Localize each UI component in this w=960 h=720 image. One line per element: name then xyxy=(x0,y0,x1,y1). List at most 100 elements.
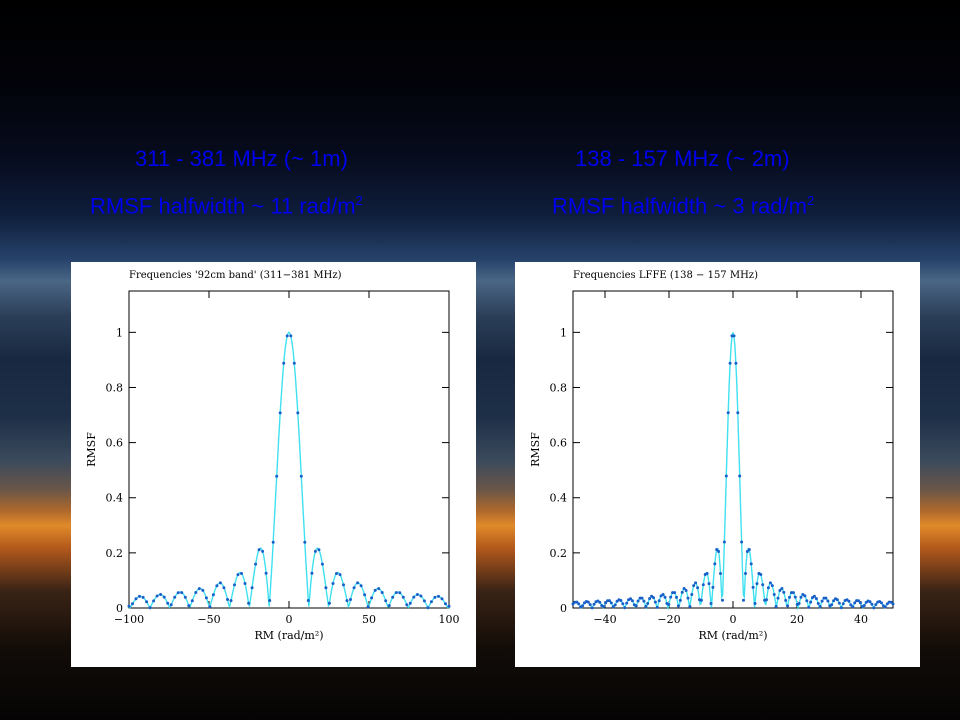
sample-marker xyxy=(788,595,791,599)
sample-marker xyxy=(571,602,575,606)
sample-marker xyxy=(755,582,759,586)
sample-marker xyxy=(625,601,629,605)
chart-title: Frequencies '92cm band' (311−381 MHz) xyxy=(129,270,342,281)
sample-marker xyxy=(719,572,722,575)
sample-marker xyxy=(797,602,801,605)
sample-marker xyxy=(676,604,680,608)
sample-marker xyxy=(352,586,356,590)
x-tick-label: 0 xyxy=(730,613,737,626)
sample-marker xyxy=(682,587,686,590)
sample-marker xyxy=(765,598,768,602)
sample-marker xyxy=(138,594,141,598)
sample-marker xyxy=(629,597,632,601)
sample-marker xyxy=(575,600,579,604)
sample-marker xyxy=(835,598,839,602)
sample-marker xyxy=(342,583,345,587)
sample-marker xyxy=(299,474,303,478)
sample-marker xyxy=(692,584,696,588)
sample-marker xyxy=(784,598,788,602)
sample-marker xyxy=(243,582,247,585)
sample-marker xyxy=(619,599,623,602)
right-rmsf-chart: Frequencies LFFE (138 − 157 MHz) −40 −20 0 2… xyxy=(529,270,895,642)
sample-marker xyxy=(222,586,226,590)
sample-marker xyxy=(751,585,755,589)
sample-marker xyxy=(335,572,338,575)
right-rmsf-chart-panel: Frequencies LFFE (138 − 157 MHz) −40 −20 0 2… xyxy=(515,262,920,667)
sample-marker xyxy=(667,603,671,606)
sample-marker xyxy=(711,585,715,589)
sample-marker xyxy=(640,596,644,600)
sample-marker xyxy=(839,606,843,610)
sample-marker xyxy=(858,601,862,605)
sample-marker xyxy=(874,603,878,607)
sample-marker xyxy=(807,605,811,609)
y-tick-label: 1 xyxy=(116,326,123,339)
sample-marker xyxy=(636,599,640,603)
sample-marker xyxy=(373,588,377,592)
sample-marker xyxy=(684,589,688,592)
sample-marker xyxy=(398,591,402,595)
chart-title: Frequencies LFFE (138 − 157 MHz) xyxy=(573,270,758,281)
x-tick-label: −100 xyxy=(114,613,144,626)
sample-marker xyxy=(218,581,222,585)
sample-marker xyxy=(648,597,652,601)
sample-marker xyxy=(722,540,726,544)
sample-marker xyxy=(630,599,634,603)
sample-marker xyxy=(134,597,138,601)
sample-marker xyxy=(732,334,736,338)
sample-marker xyxy=(820,599,824,603)
sample-marker xyxy=(707,582,711,586)
sample-marker xyxy=(655,605,659,609)
sample-marker xyxy=(602,605,606,608)
x-tick-label: 50 xyxy=(362,613,376,626)
sample-marker xyxy=(324,586,328,590)
sample-marker xyxy=(229,599,233,603)
sample-marker xyxy=(753,602,757,605)
sample-marker xyxy=(236,573,240,577)
sample-marker xyxy=(761,583,765,587)
x-axis-label: RM (rad/m²) xyxy=(254,629,323,642)
sample-marker xyxy=(254,562,258,566)
sample-marker xyxy=(577,602,581,606)
sample-marker xyxy=(141,595,145,599)
sample-marker xyxy=(745,550,749,553)
sample-marker xyxy=(419,594,423,598)
right-rmsf-superscript: 2 xyxy=(806,193,815,208)
sample-marker xyxy=(770,584,774,588)
plot-frame xyxy=(128,290,450,609)
sample-marker xyxy=(268,599,272,602)
sample-marker xyxy=(155,594,159,598)
sample-marker xyxy=(701,583,705,587)
sample-marker xyxy=(233,583,236,587)
left-rmsf-superscript: 2 xyxy=(355,193,363,208)
sample-marker xyxy=(370,596,374,600)
sample-marker xyxy=(782,590,786,594)
sample-marker xyxy=(611,605,615,609)
sample-marker xyxy=(313,549,317,553)
sample-marker xyxy=(851,605,855,609)
sample-marker xyxy=(394,591,398,595)
sample-marker xyxy=(127,604,131,608)
sample-marker xyxy=(208,605,212,609)
right-frequency-heading: 138 - 157 MHz (~ 2m) xyxy=(575,146,790,171)
sample-marker xyxy=(433,595,437,599)
sample-marker xyxy=(768,581,772,585)
sample-marker xyxy=(148,606,152,610)
sample-marker xyxy=(717,550,721,553)
sample-marker xyxy=(791,591,795,595)
y-tick-label: 0.6 xyxy=(550,437,568,450)
sample-marker xyxy=(721,598,724,602)
sample-marker xyxy=(857,599,860,603)
sample-marker xyxy=(870,602,874,606)
sample-marker xyxy=(747,548,751,552)
left-frequency-heading: 311 - 381 MHz (~ 1m) xyxy=(135,146,348,171)
sample-marker xyxy=(613,603,617,607)
y-tick-label: 0.2 xyxy=(106,547,124,560)
sample-marker xyxy=(604,601,608,605)
sample-marker xyxy=(688,605,692,608)
sample-marker xyxy=(832,599,836,603)
sample-marker xyxy=(837,601,841,605)
sample-marker xyxy=(166,601,170,605)
sample-marker xyxy=(581,604,585,608)
sample-marker xyxy=(749,562,753,566)
